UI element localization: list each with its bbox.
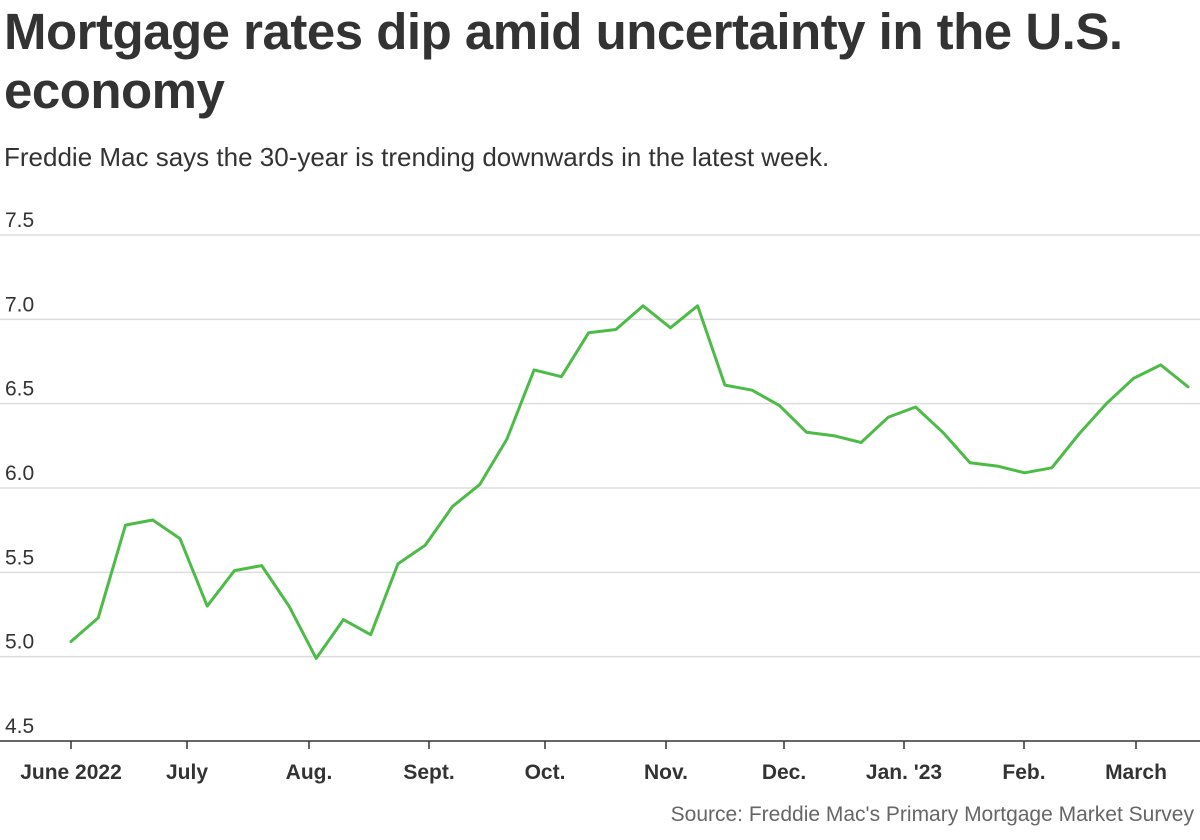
x-tick-label: Feb. (1002, 761, 1045, 784)
x-tick-label: Dec. (762, 761, 806, 784)
x-tick-label: Jan. '23 (866, 761, 942, 784)
y-tick-label: 6.5 (5, 378, 34, 401)
y-tick-label: 4.5 (5, 715, 34, 738)
chart-subtitle: Freddie Mac says the 30-year is trending… (4, 142, 830, 172)
source-note: Source: Freddie Mac's Primary Mortgage M… (670, 803, 1194, 826)
x-axis: June 2022 July Aug. Sept. Oct. Nov. Dec. Jan. '… (0, 740, 1200, 784)
x-tick-label: Nov. (644, 761, 688, 784)
y-tick-label: 5.0 (5, 631, 34, 654)
y-tick-label: 7.0 (5, 293, 34, 316)
y-tick-label: 6.0 (5, 462, 34, 485)
x-tick-label: June 2022 (20, 761, 122, 784)
x-tick-label: Sept. (403, 761, 454, 784)
chart-title: Mortgage rates dip amid uncertainty in t… (4, 3, 1123, 119)
y-tick-label: 5.5 (5, 546, 34, 569)
line-chart: 7.5 7.0 6.5 6.0 5.5 5.0 4.5 June 2022 July Aug. S… (0, 209, 1200, 784)
x-tick-label: March (1105, 761, 1167, 784)
x-tick-label: Oct. (525, 761, 566, 784)
gridlines (0, 234, 1200, 658)
series-layer (69, 304, 1190, 660)
series-line-30-year-rate (69, 304, 1190, 660)
x-tick-label: July (166, 761, 208, 784)
y-tick-label: 7.5 (5, 209, 34, 232)
y-axis-tick-labels: 7.5 7.0 6.5 6.0 5.5 5.0 4.5 (5, 209, 34, 738)
x-tick-label: Aug. (286, 761, 333, 784)
